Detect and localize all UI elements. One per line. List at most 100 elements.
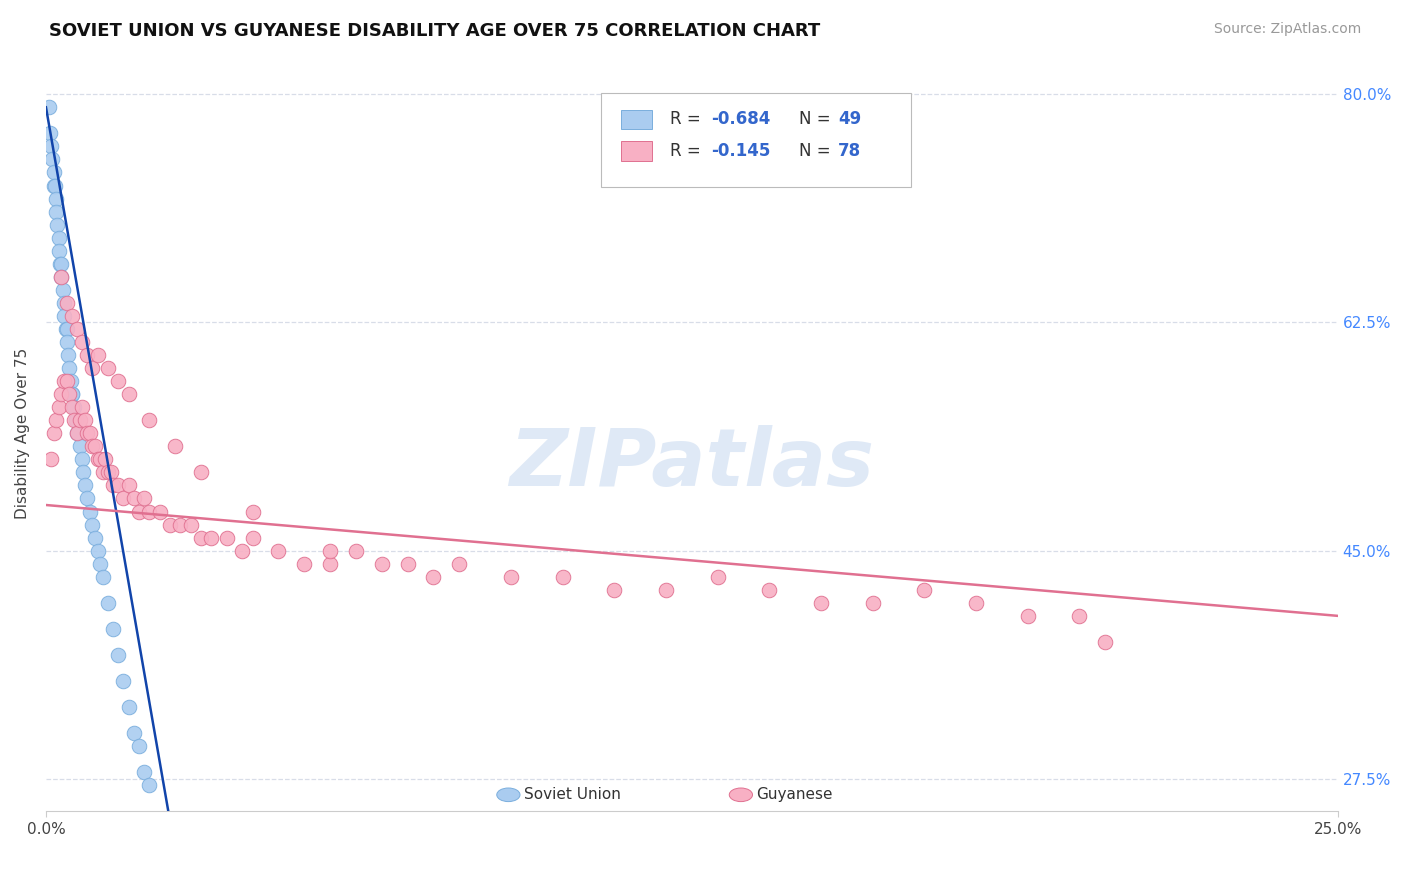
Point: [242, 504, 264, 518]
Point: [51, 269, 73, 284]
Point: [101, 622, 124, 636]
Point: [56, 348, 79, 362]
Point: [51, 283, 73, 297]
Point: [55, 322, 77, 336]
Point: [1017, 608, 1039, 623]
Point: [65, 413, 87, 427]
Point: [84, 439, 107, 453]
Point: [58, 361, 80, 376]
Point: [319, 543, 342, 558]
Point: [76, 491, 98, 506]
Text: 78: 78: [838, 142, 860, 161]
Point: [159, 517, 181, 532]
Point: [79, 504, 101, 518]
Point: [862, 596, 884, 610]
Point: [101, 478, 124, 492]
Point: [63, 401, 86, 415]
Point: [449, 557, 471, 571]
Point: [41, 153, 63, 167]
Point: [267, 543, 290, 558]
Point: [82, 361, 104, 376]
Point: [655, 582, 678, 597]
Point: [215, 531, 238, 545]
Point: [48, 244, 70, 258]
Point: [319, 557, 342, 571]
Point: [107, 648, 129, 662]
Point: [66, 426, 89, 441]
FancyBboxPatch shape: [602, 93, 911, 187]
Point: [169, 517, 191, 532]
Text: SOVIET UNION VS GUYANESE DISABILITY AGE OVER 75 CORRELATION CHART: SOVIET UNION VS GUYANESE DISABILITY AGE …: [49, 22, 821, 40]
Point: [46, 218, 69, 232]
Point: [912, 582, 935, 597]
Text: -0.145: -0.145: [711, 142, 770, 161]
Point: [42, 178, 65, 193]
Point: [107, 374, 129, 388]
Point: [344, 543, 367, 558]
Text: ZIPatlas: ZIPatlas: [509, 425, 875, 502]
Circle shape: [730, 788, 752, 802]
Point: [128, 504, 150, 518]
Point: [55, 334, 77, 349]
Point: [112, 674, 135, 689]
Point: [60, 401, 83, 415]
Point: [69, 439, 91, 453]
Point: [190, 531, 212, 545]
Point: [51, 257, 73, 271]
Text: 49: 49: [838, 111, 860, 128]
Point: [69, 413, 91, 427]
Point: [82, 439, 104, 453]
Point: [112, 491, 135, 506]
Point: [70, 452, 93, 467]
Text: R =: R =: [669, 111, 706, 128]
Text: Source: ZipAtlas.com: Source: ZipAtlas.com: [1213, 22, 1361, 37]
Point: [60, 387, 83, 401]
FancyBboxPatch shape: [621, 141, 652, 161]
Point: [73, 478, 96, 492]
Point: [138, 504, 160, 518]
Point: [134, 491, 156, 506]
Point: [97, 466, 120, 480]
Point: [76, 348, 98, 362]
Point: [134, 765, 156, 780]
Point: [138, 413, 160, 427]
Point: [86, 348, 108, 362]
Point: [48, 401, 70, 415]
Text: R =: R =: [669, 142, 706, 161]
Point: [76, 426, 98, 441]
Point: [38, 100, 60, 114]
Point: [122, 491, 145, 506]
Circle shape: [496, 788, 520, 802]
Point: [63, 413, 86, 427]
Point: [72, 466, 94, 480]
FancyBboxPatch shape: [621, 110, 652, 129]
Point: [70, 334, 93, 349]
Point: [1094, 635, 1116, 649]
Point: [706, 570, 728, 584]
Point: [86, 452, 108, 467]
Point: [53, 309, 76, 323]
Point: [86, 543, 108, 558]
Point: [45, 413, 67, 427]
Point: [396, 557, 419, 571]
Point: [551, 570, 574, 584]
Point: [128, 739, 150, 754]
Text: N =: N =: [799, 142, 837, 161]
Point: [48, 230, 70, 244]
Point: [242, 531, 264, 545]
Point: [39, 127, 62, 141]
Point: [231, 543, 253, 558]
Point: [117, 478, 139, 492]
Point: [292, 557, 315, 571]
Point: [51, 269, 73, 284]
Point: [117, 387, 139, 401]
Point: [59, 374, 82, 388]
Point: [53, 374, 76, 388]
Point: [422, 570, 444, 584]
Text: Soviet Union: Soviet Union: [524, 788, 621, 802]
Text: N =: N =: [799, 111, 837, 128]
Point: [55, 296, 77, 310]
Point: [55, 374, 77, 388]
Point: [60, 309, 83, 323]
Point: [55, 322, 77, 336]
